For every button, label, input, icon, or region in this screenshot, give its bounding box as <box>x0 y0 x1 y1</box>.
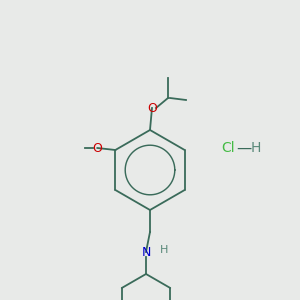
Text: Cl: Cl <box>221 141 235 155</box>
Text: O: O <box>92 142 102 154</box>
Text: N: N <box>141 245 151 259</box>
Text: H: H <box>160 245 168 255</box>
Text: —: — <box>236 140 252 155</box>
Text: H: H <box>251 141 261 155</box>
Text: O: O <box>147 101 157 115</box>
